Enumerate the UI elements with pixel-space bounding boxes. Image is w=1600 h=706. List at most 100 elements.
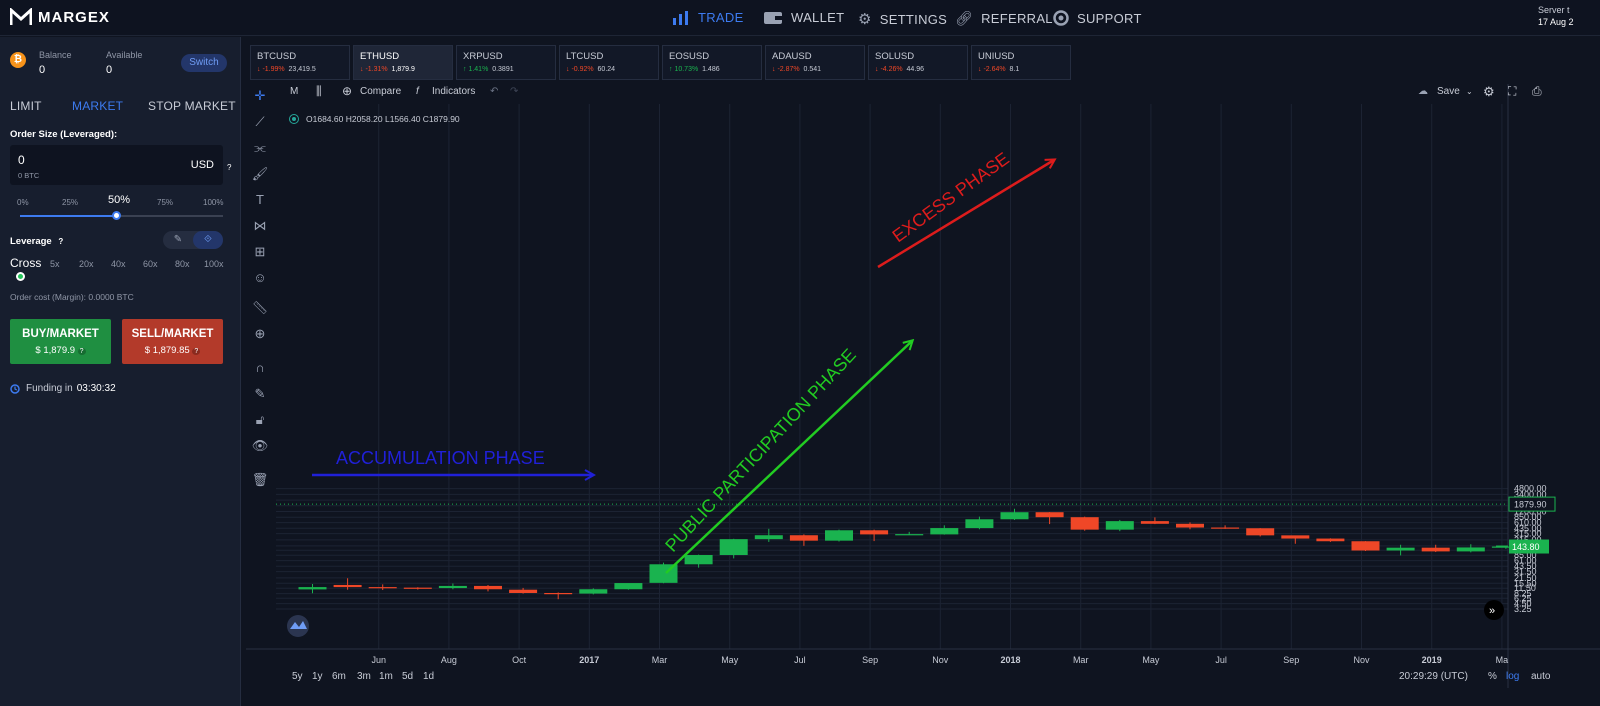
leverage-80x[interactable]: 80x <box>175 259 190 269</box>
nav-trade[interactable]: TRADE <box>672 10 744 25</box>
log-toggle[interactable]: log <box>1506 671 1520 682</box>
lock-icon[interactable]: 🔓︎ <box>255 412 265 427</box>
pct-50[interactable]: 50% <box>108 194 131 206</box>
order-size-help-icon[interactable]: ? <box>227 163 232 172</box>
leverage-5x[interactable]: 5x <box>50 259 60 269</box>
pattern-icon[interactable]: ⋈ <box>253 218 267 233</box>
nav-settings[interactable]: ⚙ SETTINGS <box>858 10 947 28</box>
text-icon[interactable]: T <box>256 192 264 207</box>
tab-market[interactable]: MARKET <box>72 99 124 113</box>
pct-75[interactable]: 75% <box>157 198 174 207</box>
nav-referral[interactable]: 🔗︎ REFERRAL <box>955 10 1053 27</box>
magnet-icon[interactable]: ∩ <box>255 360 265 375</box>
ticker-solusd[interactable]: SOLUSD ↓ -4.26% 44.96 <box>868 45 968 80</box>
range-6m[interactable]: 6m <box>332 671 346 682</box>
percent-toggle[interactable]: % <box>1488 671 1497 682</box>
sell-market-button[interactable]: SELL/MARKET $ 1,879.85 ? <box>122 319 223 364</box>
ticker-ethusd[interactable]: ETHUSD ↓ -1.31% 1,879.9 <box>353 45 453 80</box>
tab-limit[interactable]: LIMIT <box>10 99 42 113</box>
leverage-help-icon[interactable]: ? <box>58 237 64 246</box>
ticker-ltcusd[interactable]: LTCUSD ↓ -0.92% 60.24 <box>559 45 659 80</box>
ticker-stats: ↓ -1.99% 23,419.5 <box>257 66 316 73</box>
clock-icon <box>10 383 20 394</box>
funding-label: Funding in <box>26 383 73 394</box>
undo-icon[interactable]: ↶ <box>490 86 499 97</box>
price-chart[interactable]: 4800.003400.002400.001700.001200.00850.0… <box>246 84 1600 688</box>
ticker-name: BTCUSD <box>257 51 297 62</box>
chart-toolbar: M ⫼ ⊕ Compare f Indicators ↶ ↷ ☁ Save ⌄ … <box>280 84 1600 104</box>
candle-type-icon[interactable]: ⫼ <box>316 84 322 98</box>
sell-help-icon[interactable]: ? <box>192 348 201 355</box>
pct-25[interactable]: 25% <box>62 198 79 207</box>
ticker-stats: ↑ 1.41% 0.3891 <box>463 66 514 73</box>
order-size-slider[interactable] <box>20 215 223 217</box>
time-tick-label: Nov <box>1353 655 1370 665</box>
nav-wallet[interactable]: WALLET <box>763 10 844 25</box>
fx-icon[interactable]: f <box>416 86 419 97</box>
trash-icon[interactable]: 🗑︎ <box>251 472 269 487</box>
lock-drawing-icon[interactable]: ✎ <box>254 386 266 401</box>
fullscreen-icon[interactable]: ⛶ <box>1508 84 1517 98</box>
ticker-xrpusd[interactable]: XRPUSD ↑ 1.41% 0.3891 <box>456 45 556 80</box>
indicators-button[interactable]: Indicators <box>432 86 476 97</box>
tab-stop-market[interactable]: STOP MARKET <box>148 99 236 113</box>
interval-button[interactable]: M <box>290 86 299 97</box>
range-1d[interactable]: 1d <box>423 671 435 682</box>
range-3m[interactable]: 3m <box>357 671 371 682</box>
range-5y[interactable]: 5y <box>292 671 303 682</box>
candle <box>403 587 432 590</box>
scroll-to-realtime-button[interactable]: » <box>1484 600 1504 620</box>
trendline-icon[interactable]: ⟋ <box>255 114 265 129</box>
save-button[interactable]: Save <box>1437 86 1460 97</box>
leverage-20x[interactable]: 20x <box>79 259 94 269</box>
gear-icon[interactable]: ⚙ <box>1483 84 1495 99</box>
emoji-icon[interactable]: ☺ <box>253 270 267 285</box>
plus-circle-icon[interactable]: ⊕ <box>342 84 353 98</box>
sell-price-value: $ 1,879.85 <box>144 345 190 356</box>
ticker-btcusd[interactable]: BTCUSD ↓ -1.99% 23,419.5 <box>250 45 350 80</box>
price-tick-label: 610.00 <box>1514 518 1542 528</box>
crosshair-icon[interactable]: ✛ <box>254 88 266 103</box>
eye-icon[interactable]: 👁︎ <box>251 438 269 453</box>
ticker-eosusd[interactable]: EOSUSD ↑ 10.73% 1.486 <box>662 45 762 80</box>
nav-support[interactable]: SUPPORT <box>1053 10 1142 26</box>
auto-toggle[interactable]: auto <box>1531 671 1551 682</box>
ohlc-low: L1566.40 <box>384 114 421 124</box>
brush-icon[interactable]: 🖌︎ <box>251 166 269 181</box>
range-1m[interactable]: 1m <box>379 671 393 682</box>
cross-label[interactable]: Cross <box>10 256 42 270</box>
leverage-100x[interactable]: 100x <box>204 259 224 269</box>
leverage-mode-toggle[interactable]: ✎ ⟐ <box>163 231 223 249</box>
projection-icon[interactable]: ⊞ <box>254 244 266 259</box>
ticker-name: UNIUSD <box>978 51 1015 62</box>
range-5d[interactable]: 5d <box>402 671 414 682</box>
leverage-slider-handle[interactable] <box>16 272 25 281</box>
margex-logo[interactable]: MARGEX <box>10 8 110 26</box>
order-size-slider-handle[interactable] <box>112 211 121 220</box>
leverage-60x[interactable]: 60x <box>143 259 158 269</box>
utc-clock[interactable]: 20:29:29 (UTC) <box>1399 671 1468 682</box>
pct-0[interactable]: 0% <box>17 198 29 207</box>
zoom-in-icon[interactable]: ⊕ <box>254 326 266 341</box>
order-size-value: 0 <box>18 153 25 167</box>
compare-button[interactable]: Compare <box>360 86 402 97</box>
buy-market-button[interactable]: BUY/MARKET $ 1,879.9 ? <box>10 319 111 364</box>
range-1y[interactable]: 1y <box>312 671 323 682</box>
slider-mode-icon[interactable]: ⟐ <box>193 231 223 249</box>
ticker-price: 1,879.9 <box>391 66 415 73</box>
order-size-input[interactable]: 0 0 BTC USD <box>10 145 223 185</box>
camera-icon[interactable]: ⎙ <box>1532 84 1542 98</box>
switch-account-button[interactable]: Switch <box>181 54 227 72</box>
ticker-adausd[interactable]: ADAUSD ↓ -2.87% 0.541 <box>765 45 865 80</box>
chevron-down-icon[interactable]: ⌄ <box>1466 87 1473 96</box>
series-visibility-icon[interactable] <box>289 114 299 124</box>
ruler-icon[interactable]: 📏︎ <box>251 300 269 315</box>
leverage-40x[interactable]: 40x <box>111 259 126 269</box>
fib-icon[interactable]: ⫘ <box>254 140 266 155</box>
redo-icon[interactable]: ↷ <box>510 86 519 97</box>
pencil-icon[interactable]: ✎ <box>173 234 183 245</box>
pct-100[interactable]: 100% <box>203 198 224 207</box>
ticker-uniusd[interactable]: UNIUSD ↓ -2.64% 8.1 <box>971 45 1071 80</box>
buy-help-icon[interactable]: ? <box>77 348 86 355</box>
ticker-change: 1.41% <box>468 66 489 73</box>
